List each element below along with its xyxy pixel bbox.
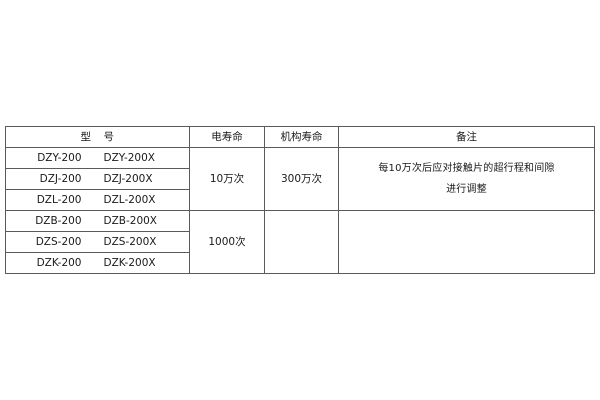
remarks-line-2: 进行调整 <box>446 183 487 195</box>
model-code-primary: DZJ-200 <box>39 172 82 185</box>
model-code-primary: DZL-200 <box>36 193 82 206</box>
cell-model-dzj: DZJ-200 DZJ-200X <box>5 168 190 190</box>
model-code-variant: DZB-200X <box>103 214 158 227</box>
cell-mechanical-life-group-2 <box>264 210 339 274</box>
cell-electrical-life-group-2: 1000次 <box>189 210 265 274</box>
model-code-variant: DZJ-200X <box>103 172 153 185</box>
table-row: DZY-200 DZY-200X 10万次 300万次 每10万次后应对接触片的… <box>5 147 595 211</box>
model-code-variant: DZK-200X <box>103 256 156 269</box>
header-cell-remarks: 备注 <box>338 126 595 148</box>
header-model-label: 型号 <box>80 130 115 143</box>
header-cell-model: 型号 <box>5 126 190 148</box>
model-code-primary: DZK-200 <box>36 256 82 269</box>
model-code-variant: DZL-200X <box>103 193 156 206</box>
relay-specification-table: 型号 电寿命 机构寿命 备注 DZY-200 DZY-200X 10万次 300… <box>5 126 595 274</box>
cell-model-dzy: DZY-200 DZY-200X <box>5 147 190 169</box>
table-header-row: 型号 电寿命 机构寿命 备注 <box>5 126 595 148</box>
cell-model-dzs: DZS-200 DZS-200X <box>5 231 190 253</box>
specification-table-container: 型号 电寿命 机构寿命 备注 DZY-200 DZY-200X 10万次 300… <box>5 126 595 274</box>
cell-mechanical-life-group-1: 300万次 <box>264 147 339 211</box>
model-code-primary: DZY-200 <box>37 151 82 164</box>
header-cell-mechanical-life: 机构寿命 <box>264 126 339 148</box>
model-code-primary: DZB-200 <box>35 214 82 227</box>
model-code-variant: DZY-200X <box>103 151 155 164</box>
model-code-variant: DZS-200X <box>103 235 157 248</box>
cell-model-dzk: DZK-200 DZK-200X <box>5 252 190 274</box>
table-row: DZK-200 DZK-200X <box>5 252 595 274</box>
header-cell-electrical-life: 电寿命 <box>189 126 265 148</box>
table-row: DZB-200 DZB-200X 1000次 <box>5 210 595 274</box>
model-code-primary: DZS-200 <box>35 235 82 248</box>
table-row: DZL-200 DZL-200X <box>5 189 595 211</box>
cell-electrical-life-group-1: 10万次 <box>189 147 265 211</box>
remarks-line-1: 每10万次后应对接触片的超行程和间隙 <box>378 162 555 174</box>
cell-model-dzb: DZB-200 DZB-200X <box>5 210 190 232</box>
cell-remarks-group-2 <box>338 210 595 274</box>
cell-model-dzl: DZL-200 DZL-200X <box>5 189 190 211</box>
cell-remarks-group-1: 每10万次后应对接触片的超行程和间隙 进行调整 <box>338 147 595 211</box>
